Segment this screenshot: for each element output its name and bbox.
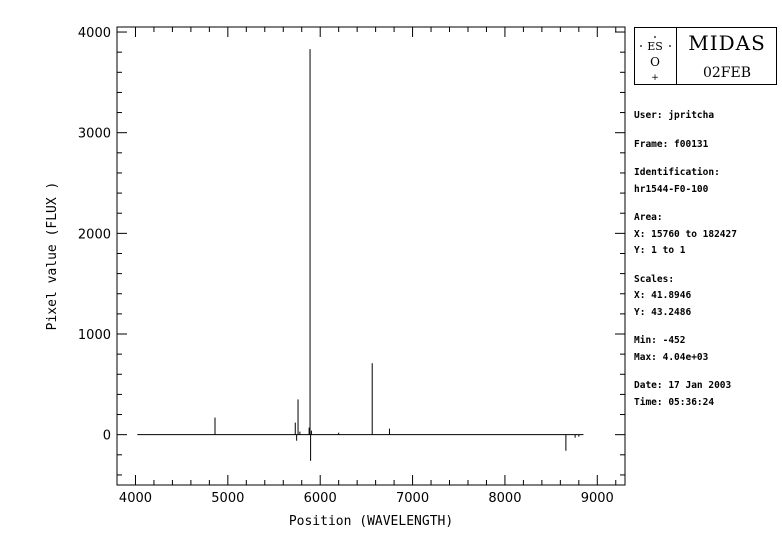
eso-logo: ES O + xyxy=(640,36,671,83)
spectrum-data xyxy=(137,49,584,461)
y-tick-label: 0 xyxy=(103,429,111,444)
info-area-y: Y: 1 to 1 xyxy=(634,245,686,256)
eso-logo-es: ES xyxy=(647,40,663,53)
midas-logo-box: ES O + MIDAS 02FEB xyxy=(634,27,777,85)
x-tick-label: 7000 xyxy=(396,491,429,506)
x-tick-label: 5000 xyxy=(211,491,244,506)
info-scales-y: Y: 43.2486 xyxy=(634,306,692,318)
y-axis-title: Pixel value (FLUX ) xyxy=(45,182,60,331)
x-tick-label: 9000 xyxy=(581,491,614,506)
y-tick-label: 4000 xyxy=(78,26,111,41)
info-area-x: X: 15760 to 182427 xyxy=(634,228,737,240)
y-tick-label: 3000 xyxy=(78,127,111,142)
x-axis-title: Position (WAVELENGTH) xyxy=(289,514,453,529)
info-max: Max: 4.04e+03 xyxy=(634,351,709,363)
axis-ticks xyxy=(116,27,625,485)
svg-text:+: + xyxy=(651,73,659,83)
tick-labels: 4000 5000 6000 7000 8000 9000 0 1000 2000 3000 400… xyxy=(78,26,614,506)
info-panel: User: jpritcha Frame: f00131 Identificat… xyxy=(634,108,780,411)
x-tick-label: 4000 xyxy=(119,491,152,506)
y-tick-label: 1000 xyxy=(78,328,111,343)
x-tick-label: 6000 xyxy=(304,491,337,506)
info-time: Time: 05:36:24 xyxy=(634,396,715,408)
eso-logo-o: O xyxy=(650,55,660,69)
midas-version: 02FEB xyxy=(702,65,752,81)
logo-divider xyxy=(676,28,677,84)
info-area-label: Area: xyxy=(634,212,663,223)
info-user: User: jpritcha xyxy=(634,110,715,121)
info-identification-label: Identification: xyxy=(634,167,720,178)
y-tick-label: 2000 xyxy=(78,227,111,242)
info-date: Date: 17 Jan 2003 xyxy=(634,380,732,391)
info-min: Min: -452 xyxy=(634,335,686,346)
x-tick-label: 8000 xyxy=(488,491,521,506)
info-scales-x: X: 41.8946 xyxy=(634,290,692,301)
info-identification-value: hr1544-F0-100 xyxy=(634,183,709,195)
info-scales-label: Scales: xyxy=(634,273,675,285)
midas-title: MIDAS xyxy=(688,31,766,55)
plot-frame xyxy=(116,26,626,486)
info-frame: Frame: f00131 xyxy=(634,138,709,150)
